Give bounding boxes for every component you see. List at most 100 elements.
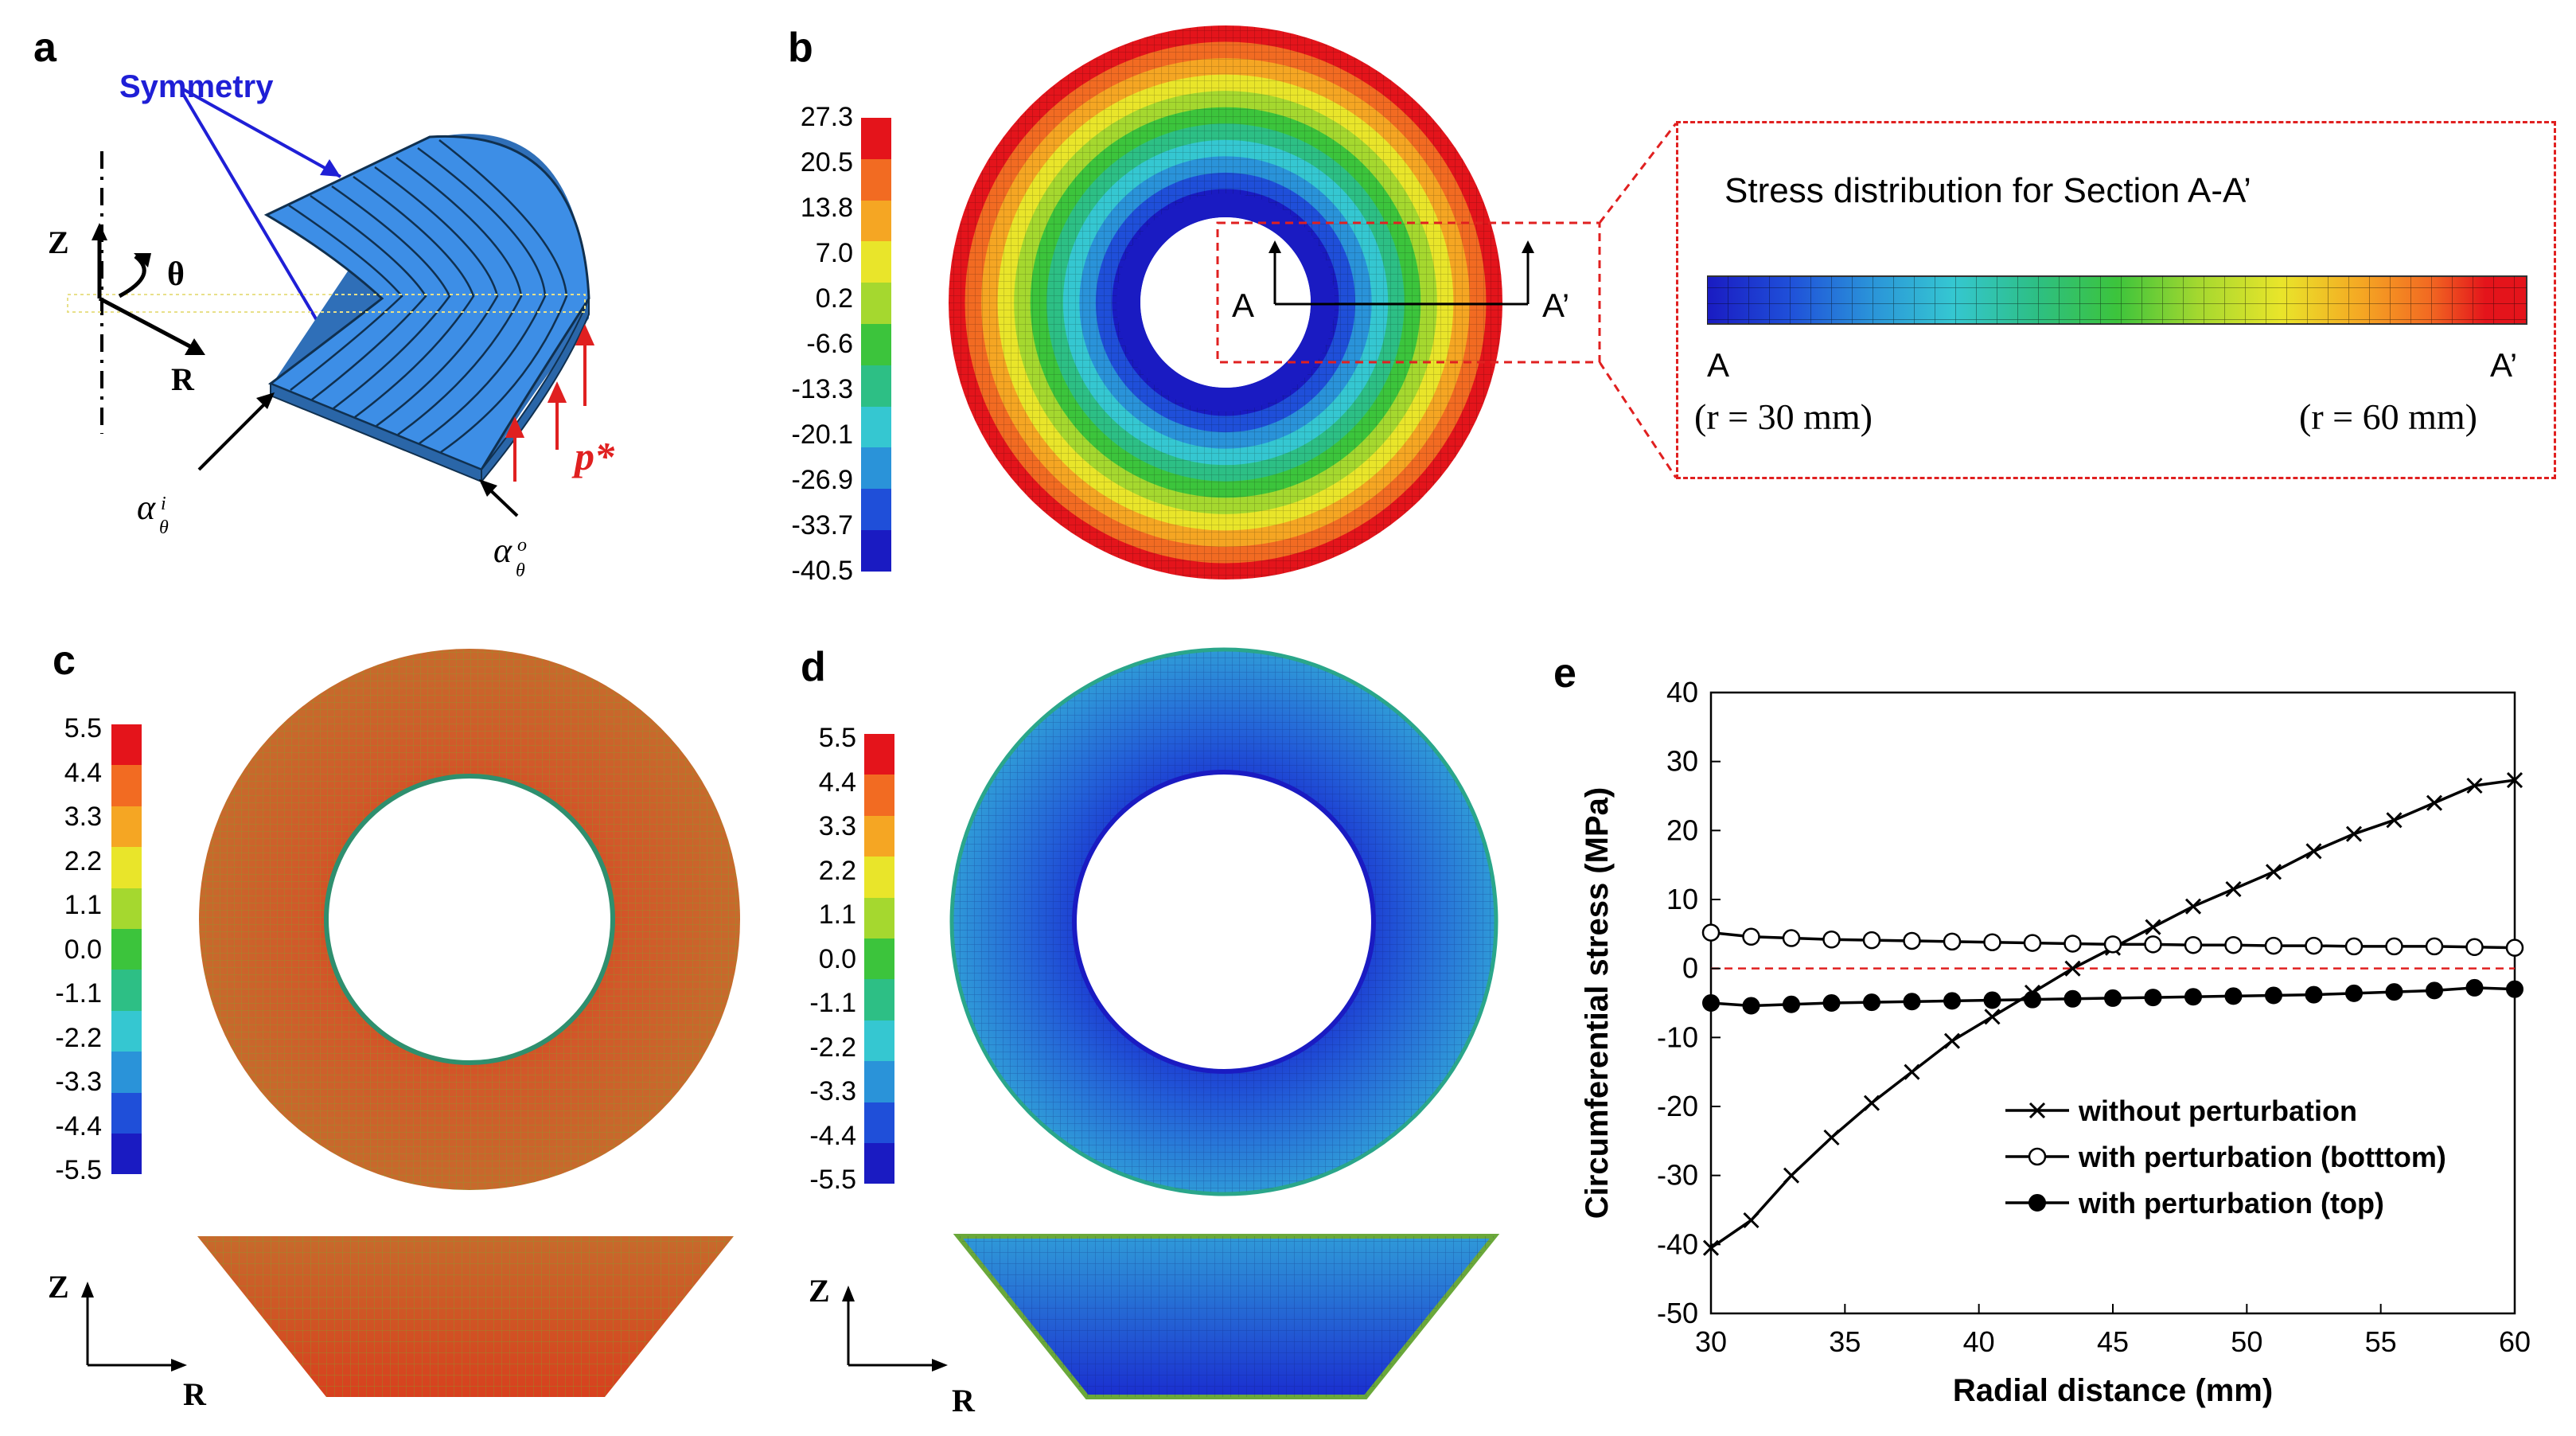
- legend-c-label: 5.5: [64, 713, 102, 743]
- legend-c-label: -4.4: [55, 1110, 102, 1141]
- alpha-outer-arrowhead: [479, 479, 497, 497]
- legend-marker-3: [2028, 1194, 2046, 1212]
- series-1-point: [1702, 1239, 1720, 1256]
- series-2-point: [2064, 935, 2082, 953]
- x-tick-label: 50: [2231, 1325, 2262, 1358]
- series-3-point: [2345, 984, 2363, 1002]
- series-3-point: [1903, 993, 1921, 1011]
- series-2-point: [2505, 938, 2524, 957]
- chart-x-axis-label: Radial distance (mm): [1953, 1373, 2273, 1408]
- z-arrowhead: [92, 223, 107, 240]
- x-tick-label: 60: [2499, 1325, 2531, 1358]
- alpha-outer-sub: θ: [516, 560, 525, 581]
- series-2-point: [2344, 937, 2364, 956]
- legend-c-label: 0.0: [64, 934, 102, 965]
- legend-b-swatch: [861, 241, 891, 283]
- legend-c-label: -5.5: [55, 1155, 102, 1185]
- inset-radius-right: (r = 60 mm): [2299, 396, 2477, 437]
- y-tick-label: 40: [1666, 676, 1698, 708]
- inset-radius-left: (r = 30 mm): [1694, 396, 1873, 437]
- series-1-point: [1783, 1167, 1800, 1184]
- legend-c-swatch: [111, 970, 142, 1011]
- series-2-point: [2023, 934, 2042, 952]
- series-3-point: [2385, 983, 2403, 1001]
- series-line-1: [1710, 778, 2516, 1250]
- alpha-inner-arrowhead: [256, 392, 275, 409]
- annulus-c: [199, 649, 740, 1190]
- legend-b-label: -26.9: [791, 465, 854, 495]
- legend-c-label: -2.2: [55, 1022, 102, 1053]
- legend-c-swatch: [111, 888, 142, 929]
- legend-b-label: -20.1: [791, 419, 854, 450]
- legend-b-label: -6.6: [806, 329, 853, 359]
- axis-z-label-d: Z: [809, 1273, 830, 1309]
- annulus-b: [949, 25, 1502, 579]
- theta-label: θ: [167, 256, 185, 293]
- series-3-point: [2265, 986, 2282, 1005]
- legend-b-label: 7.0: [815, 238, 853, 268]
- legend-d-swatch: [864, 1142, 894, 1184]
- series-1-point: [1863, 1095, 1880, 1111]
- y-tick-label: -40: [1657, 1227, 1698, 1260]
- series-3-point: [2024, 990, 2041, 1009]
- legend-d-swatch: [864, 857, 894, 898]
- legend-c-swatch: [111, 928, 142, 970]
- pressure-arrows: [505, 324, 595, 482]
- legend-b-label: -33.7: [791, 510, 854, 540]
- r-arrowhead: [185, 338, 205, 355]
- theta-arrow: [118, 255, 146, 299]
- legend-c-label: -1.1: [55, 978, 102, 1009]
- series-1-point: [2184, 898, 2202, 915]
- series-2-point: [2144, 935, 2162, 954]
- panel-letter-e: e: [1553, 650, 1576, 697]
- section-marker: A A’: [1216, 221, 1601, 364]
- series-2-point: [2224, 935, 2243, 954]
- x-tick-label: 45: [2097, 1325, 2129, 1358]
- axis-r-label-d: R: [952, 1383, 976, 1413]
- series-1-point: [2386, 812, 2403, 829]
- series-3-point: [2426, 981, 2443, 1000]
- legend-b-swatch: [861, 118, 891, 159]
- panel-letter-a: a: [33, 25, 57, 71]
- section-inset: Stress distribution for Section A-A’ A A…: [1676, 121, 2556, 479]
- x-tick-label: 35: [1829, 1325, 1861, 1358]
- legend-b-swatch: [861, 447, 891, 490]
- legend-c-swatch: [111, 806, 142, 848]
- legend-c-swatch: [111, 1133, 142, 1175]
- legend-c-swatch: [111, 724, 142, 766]
- legend-b-swatch: [861, 406, 891, 448]
- series-1-point: [1984, 1009, 2001, 1025]
- inset-stress-bar: [1707, 275, 2527, 325]
- legend-d-colorbar: [864, 734, 894, 1184]
- series-3-point: [2064, 989, 2082, 1008]
- series-1-point: [2345, 825, 2363, 842]
- legend-d-label: 3.3: [818, 811, 856, 841]
- symmetry-arrow-top: [182, 88, 341, 178]
- y-tick-label: 0: [1682, 952, 1698, 985]
- series-3-point: [1943, 992, 1961, 1010]
- r-axis-label: R: [171, 361, 195, 397]
- legend-label-1: without perturbation: [2078, 1095, 2357, 1127]
- series-2-point: [1701, 923, 1721, 942]
- legend-c-label: 1.1: [64, 890, 102, 920]
- legend-d-label: 2.2: [818, 855, 856, 886]
- series-3-point: [2305, 985, 2323, 1004]
- series-3-point: [2224, 987, 2243, 1005]
- z-axis-label: Z: [48, 224, 69, 260]
- chart-series-group: [1701, 772, 2524, 1256]
- x-tick-label: 40: [1963, 1325, 1995, 1358]
- section-label-a: A: [1232, 287, 1254, 324]
- legend-d-label: 4.4: [818, 767, 856, 798]
- series-1-point: [2506, 772, 2523, 789]
- series-1-point: [2265, 864, 2282, 880]
- series-1-point: [2225, 880, 2242, 898]
- annulus-d: [949, 647, 1498, 1196]
- alpha-inner-sup: i: [161, 494, 166, 514]
- y-tick-label: -10: [1657, 1020, 1698, 1053]
- annulus-b-hole-fill: [1140, 217, 1311, 388]
- stress-chart: 30 35 40 45 50 55 60 -50 -40 -30 -20 -10 0 10 20 30 40 w…: [1580, 676, 2531, 1408]
- legend-d-label: -4.4: [809, 1120, 856, 1151]
- legend-label-2: with perturbation (botttom): [2078, 1141, 2446, 1173]
- series-1-point: [1743, 1212, 1760, 1229]
- curved-slab: [263, 134, 590, 484]
